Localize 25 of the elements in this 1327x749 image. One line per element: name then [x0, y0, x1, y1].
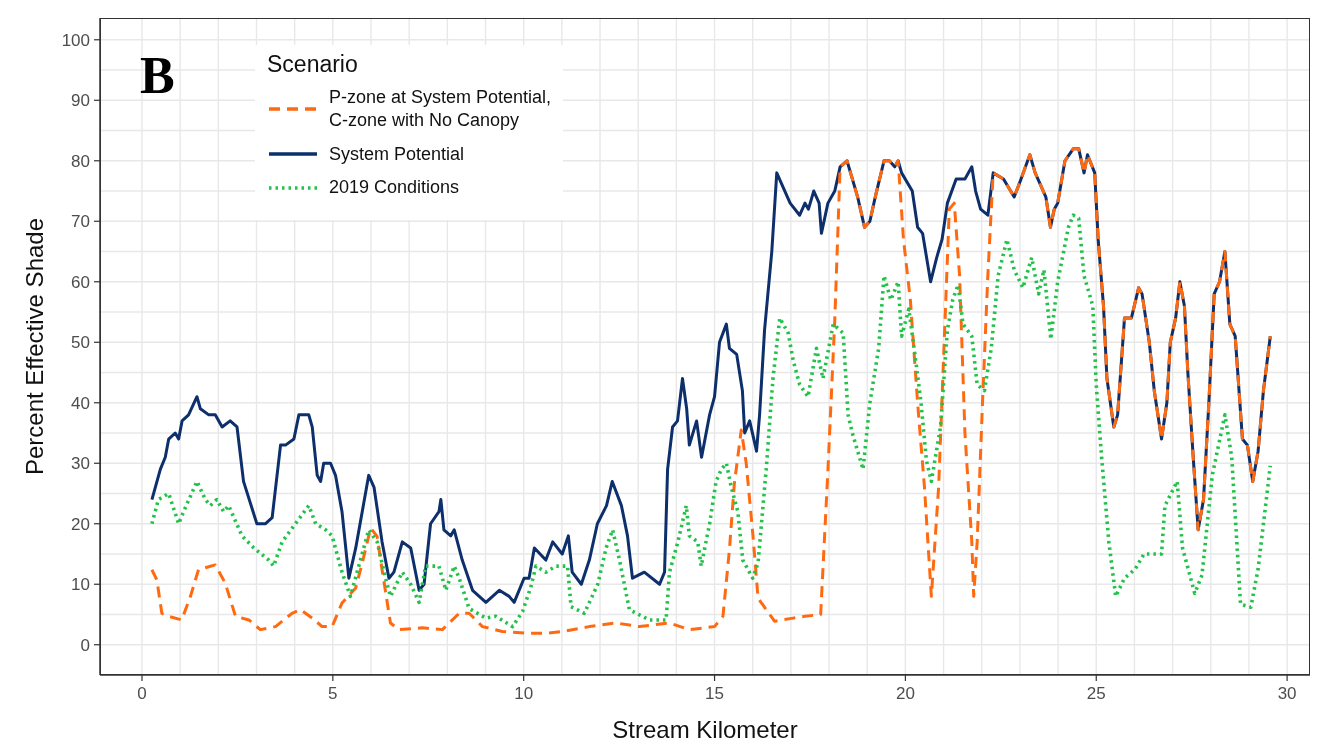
x-tick-label: 15 [705, 684, 724, 703]
y-tick-label: 20 [71, 514, 90, 534]
y-tick-label: 30 [71, 454, 90, 474]
annotation: B [140, 47, 175, 104]
y-tick-label: 0 [80, 635, 90, 655]
y-tick-label: 10 [71, 575, 90, 595]
y-tick-label: 80 [71, 151, 90, 171]
legend-title: Scenario [267, 51, 359, 78]
x-tick-label: 0 [137, 684, 147, 703]
x-tick-label: 20 [895, 684, 915, 703]
y-tick-label: 60 [71, 272, 90, 292]
legend-label: P-zone at System Potential, C-zone with No Canopy [329, 86, 552, 133]
x-tick-label: 25 [1086, 684, 1106, 703]
x-tick-label: 30 [1277, 684, 1297, 703]
y-tick-label: 70 [71, 212, 90, 232]
legend-label: System Potential [329, 142, 465, 166]
y-tick-label: 50 [71, 333, 90, 353]
y-tick-label: 90 [71, 91, 90, 111]
x-tick-label: 5 [328, 684, 338, 703]
y-tick-label: 100 [61, 30, 90, 50]
y-axis-title: Percent Effective Shade [20, 217, 48, 476]
legend-label: 2019 Conditions [329, 176, 460, 200]
y-tick-label: 40 [71, 393, 90, 413]
x-axis-title: Stream Kilometer [612, 716, 798, 744]
x-tick-label: 10 [514, 684, 534, 703]
